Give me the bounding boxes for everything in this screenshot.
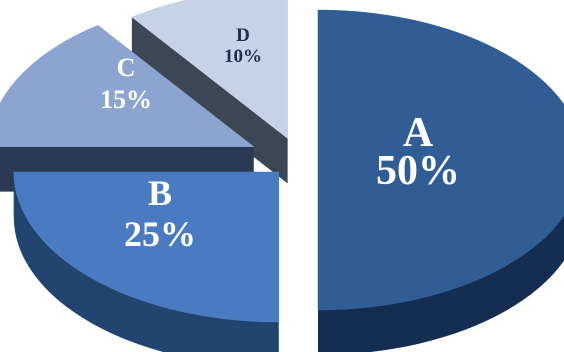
slice-d-top: [131, 0, 288, 139]
slice-b-label: B: [148, 173, 172, 213]
slice-a-label: A: [403, 110, 434, 156]
slice-d-wall-start: [131, 17, 288, 184]
slice-a-side: [318, 215, 564, 352]
slice-c-value: 15%: [100, 85, 152, 114]
slice-c-label: C: [117, 53, 136, 82]
slice-d-value: 10%: [224, 46, 262, 67]
slice-a-value: 50%: [376, 148, 460, 194]
slice-a-top: [317, 9, 564, 311]
slice-b-value: 25%: [124, 214, 196, 254]
slice-b-top: [13, 171, 280, 323]
slice-d-label: D: [236, 25, 250, 46]
pie-labels: A 50% B 25% C 15% D 10%: [100, 25, 460, 254]
slice-b-side: [13, 172, 279, 352]
slice-c-top: [0, 24, 255, 147]
